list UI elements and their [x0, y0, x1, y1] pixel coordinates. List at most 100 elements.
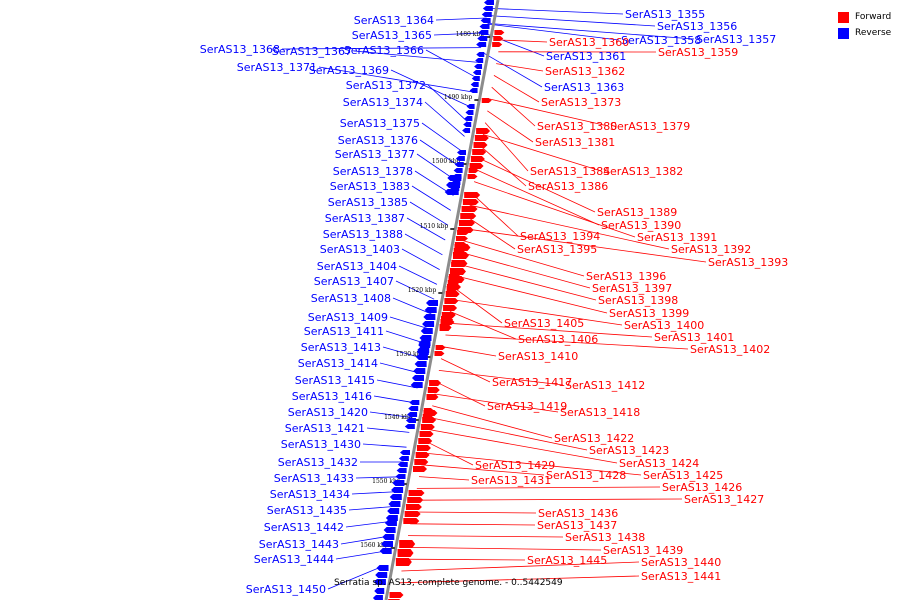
reverse-gene-arrow[interactable] — [384, 520, 397, 526]
forward-gene-arrow[interactable] — [407, 497, 424, 503]
reverse-gene-arrow[interactable] — [379, 548, 392, 554]
reverse-gene-arrow[interactable] — [469, 88, 478, 93]
reverse-gene-arrow[interactable] — [423, 314, 436, 320]
forward-gene-arrow[interactable] — [452, 252, 469, 259]
forward-gene-arrow[interactable] — [448, 274, 461, 279]
reverse-gene-arrow[interactable] — [481, 12, 492, 17]
gene-label[interactable]: SerAS13_1378 — [333, 165, 413, 178]
gene-label[interactable]: SerAS13_1409 — [308, 311, 388, 324]
reverse-gene-arrow[interactable] — [389, 494, 402, 500]
reverse-gene-arrow[interactable] — [412, 375, 424, 381]
reverse-gene-arrow[interactable] — [413, 368, 426, 374]
reverse-gene-arrow[interactable] — [422, 321, 435, 327]
reverse-gene-arrow[interactable] — [417, 347, 430, 353]
gene-label[interactable]: SerAS13_1366 — [344, 44, 424, 57]
gene-label[interactable]: SerAS13_1399 — [609, 307, 689, 320]
gene-label[interactable]: SerAS13_1403 — [320, 243, 400, 256]
forward-gene-arrow[interactable] — [470, 156, 485, 162]
gene-label[interactable]: SerAS13_1421 — [285, 422, 365, 435]
gene-label[interactable]: SerAS13_1393 — [708, 256, 788, 269]
gene-label[interactable]: SerAS13_1397 — [592, 282, 672, 295]
reverse-gene-arrow[interactable] — [373, 579, 386, 585]
gene-label[interactable]: SerAS13_1392 — [671, 243, 751, 256]
gene-label[interactable]: SerAS13_1382 — [603, 165, 683, 178]
gene-label[interactable]: SerAS13_1413 — [301, 341, 381, 354]
reverse-gene-arrow[interactable] — [471, 76, 480, 81]
gene-label[interactable]: SerAS13_1371 — [237, 61, 317, 74]
forward-gene-arrow[interactable] — [467, 174, 478, 179]
reverse-gene-arrow[interactable] — [419, 335, 432, 341]
gene-label[interactable]: SerAS13_1408 — [311, 292, 391, 305]
gene-label[interactable]: SerAS13_1450 — [246, 583, 326, 596]
gene-label[interactable]: SerAS13_1385 — [328, 196, 408, 209]
gene-label[interactable]: SerAS13_1433 — [274, 472, 354, 485]
forward-gene-arrow[interactable] — [494, 30, 505, 35]
gene-label[interactable]: SerAS13_1398 — [598, 294, 678, 307]
forward-gene-arrow[interactable] — [439, 324, 452, 331]
reverse-gene-arrow[interactable] — [407, 412, 418, 417]
gene-label[interactable]: SerAS13_1437 — [537, 519, 617, 532]
gene-label[interactable]: SerAS13_1428 — [546, 469, 626, 482]
forward-gene-arrow[interactable] — [435, 345, 446, 350]
legend-reverse[interactable]: Reverse — [838, 25, 891, 41]
reverse-gene-arrow[interactable] — [480, 18, 491, 23]
reverse-gene-arrow[interactable] — [410, 382, 423, 388]
forward-gene-arrow[interactable] — [429, 380, 442, 386]
reverse-gene-arrow[interactable] — [472, 70, 481, 75]
gene-label[interactable]: SerAS13_1395 — [517, 243, 597, 256]
forward-gene-arrow[interactable] — [447, 280, 460, 285]
gene-label[interactable]: SerAS13_1407 — [314, 275, 394, 288]
reverse-gene-arrow[interactable] — [478, 30, 489, 35]
gene-label[interactable]: SerAS13_1384 — [530, 165, 610, 178]
reverse-gene-arrow[interactable] — [414, 361, 427, 367]
reverse-gene-arrow[interactable] — [463, 122, 472, 127]
reverse-gene-arrow[interactable] — [482, 6, 493, 11]
gene-label[interactable]: SerAS13_1394 — [520, 230, 600, 243]
forward-gene-arrow[interactable] — [423, 410, 438, 416]
reverse-gene-arrow[interactable] — [415, 354, 428, 360]
gene-label[interactable]: SerAS13_1375 — [340, 117, 420, 130]
reverse-gene-arrow[interactable] — [462, 128, 471, 133]
forward-gene-arrow[interactable] — [434, 351, 445, 356]
reverse-gene-arrow[interactable] — [397, 462, 408, 467]
reverse-gene-arrow[interactable] — [477, 36, 488, 41]
gene-label[interactable]: SerAS13_1441 — [641, 570, 721, 583]
gene-label[interactable]: SerAS13_1415 — [295, 374, 375, 387]
gene-label[interactable]: SerAS13_1396 — [586, 270, 666, 283]
gene-label[interactable]: SerAS13_1422 — [554, 432, 634, 445]
gene-label[interactable]: SerAS13_1377 — [335, 148, 415, 161]
forward-gene-arrow[interactable] — [441, 316, 454, 323]
forward-gene-arrow[interactable] — [397, 549, 414, 557]
forward-gene-arrow[interactable] — [399, 540, 416, 548]
gene-label[interactable]: SerAS13_1423 — [589, 444, 669, 457]
reverse-gene-arrow[interactable] — [375, 572, 388, 578]
forward-gene-arrow[interactable] — [454, 244, 471, 251]
gene-label[interactable]: SerAS13_1380 — [537, 120, 617, 133]
gene-label[interactable]: SerAS13_1391 — [637, 231, 717, 244]
reverse-gene-arrow[interactable] — [372, 595, 383, 600]
forward-gene-arrow[interactable] — [413, 466, 428, 472]
reverse-gene-arrow[interactable] — [391, 487, 404, 493]
forward-gene-arrow[interactable] — [464, 192, 481, 198]
reverse-gene-arrow[interactable] — [457, 150, 466, 155]
gene-label[interactable]: SerAS13_1418 — [560, 406, 640, 419]
gene-label[interactable]: SerAS13_1414 — [298, 357, 378, 370]
reverse-gene-arrow[interactable] — [424, 307, 437, 313]
gene-label[interactable]: SerAS13_1431 — [471, 474, 551, 487]
gene-label[interactable]: SerAS13_1367 — [272, 45, 352, 58]
forward-gene-arrow[interactable] — [461, 206, 478, 212]
gene-label[interactable]: SerAS13_1419 — [487, 400, 567, 413]
reverse-gene-arrow[interactable] — [396, 468, 407, 473]
forward-gene-arrow[interactable] — [445, 291, 460, 297]
gene-label[interactable]: SerAS13_1356 — [657, 20, 737, 33]
gene-label[interactable]: SerAS13_1388 — [323, 228, 403, 241]
forward-gene-arrow[interactable] — [455, 236, 468, 241]
reverse-gene-arrow[interactable] — [465, 110, 474, 115]
gene-label[interactable]: SerAS13_1361 — [546, 50, 626, 63]
forward-gene-arrow[interactable] — [415, 452, 430, 458]
reverse-gene-arrow[interactable] — [455, 156, 465, 161]
gene-label[interactable]: SerAS13_1369 — [309, 64, 389, 77]
forward-gene-arrow[interactable] — [446, 284, 461, 290]
gene-label[interactable]: SerAS13_1438 — [565, 531, 645, 544]
